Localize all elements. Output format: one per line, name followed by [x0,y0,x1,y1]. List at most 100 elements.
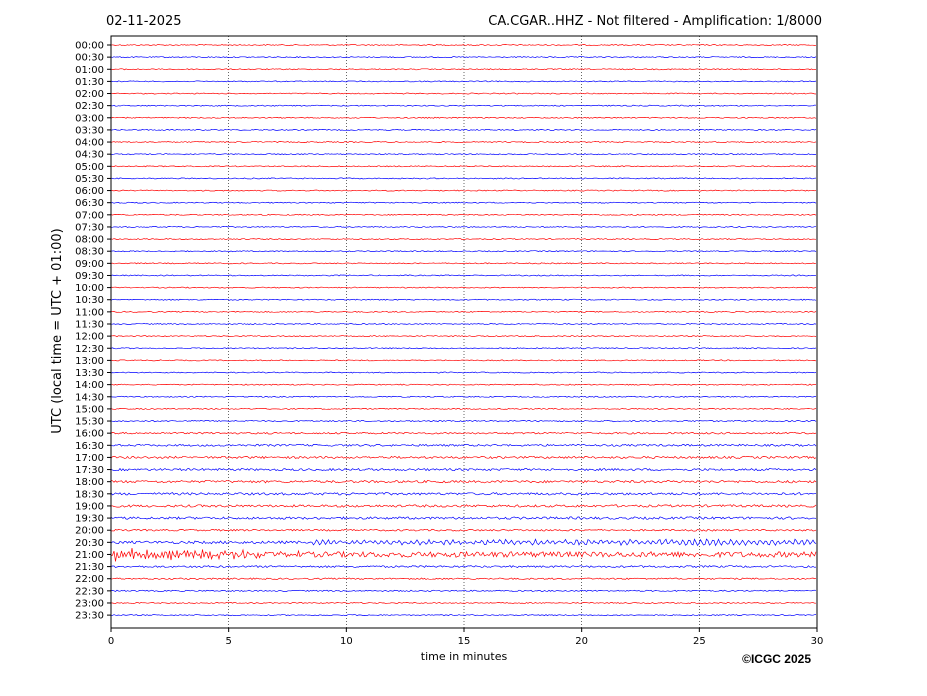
y-tick-label: 08:30 [75,247,104,258]
trace-2200 [110,577,817,580]
trace-1930 [110,516,817,520]
y-tick-label: 20:00 [75,526,104,537]
x-axis-label: time in minutes [421,650,508,663]
trace-0830 [110,250,817,253]
y-tick-label: 21:30 [75,562,104,573]
trace-group [110,44,817,617]
trace-2330 [110,614,817,617]
y-tick-label: 09:30 [75,271,104,282]
y-tick-labels: 00:0000:3001:0001:3002:0002:3003:0003:30… [75,41,111,622]
y-tick-label: 15:00 [75,404,104,415]
trace-2300 [110,602,817,604]
x-tick-label: 10 [340,636,353,647]
y-tick-label: 11:00 [75,307,104,318]
y-tick-label: 00:30 [75,53,104,64]
vertical-grid [228,36,700,628]
trace-1800 [110,479,817,484]
x-tick-label: 0 [108,636,114,647]
trace-1030 [110,298,817,301]
x-tick-label: 5 [225,636,231,647]
trace-1000 [110,286,817,289]
trace-0300 [110,116,817,119]
y-tick-label: 13:30 [75,368,104,379]
trace-0030 [110,56,817,59]
trace-0400 [110,141,817,144]
y-tick-label: 10:00 [75,283,104,294]
y-tick-label: 06:30 [75,198,104,209]
y-tick-label: 23:00 [75,598,104,609]
trace-2230 [110,589,817,592]
trace-2100 [110,548,817,562]
trace-1100 [110,310,817,313]
y-tick-label: 14:00 [75,380,104,391]
y-tick-label: 21:00 [75,550,104,561]
trace-0730 [110,226,816,228]
y-tick-label: 19:00 [75,501,104,512]
trace-1300 [110,359,817,362]
y-tick-label: 18:30 [75,489,104,500]
x-tick-label: 25 [693,636,706,647]
trace-0500 [110,165,817,168]
y-tick-label: 08:00 [75,235,104,246]
y-tick-label: 16:00 [75,429,104,440]
trace-2000 [110,528,817,532]
trace-1400 [110,383,817,386]
trace-1700 [110,455,817,460]
y-tick-label: 09:00 [75,259,104,270]
trace-0200 [110,92,817,95]
y-tick-label: 18:00 [75,477,104,488]
trace-0530 [110,177,817,180]
y-tick-label: 20:30 [75,538,104,549]
trace-0130 [110,80,817,83]
y-tick-label: 00:00 [75,41,104,52]
trace-1730 [110,467,817,472]
trace-0900 [110,262,817,265]
plot-frame [110,35,818,629]
y-tick-label: 12:00 [75,332,104,343]
y-tick-label: 01:30 [75,77,104,88]
y-tick-label: 22:00 [75,574,104,585]
y-tick-label: 17:00 [75,453,104,464]
date-label: 02-11-2025 [106,14,182,29]
x-tick-label: 20 [575,636,588,647]
x-axis: 0 5 10 15 20 25 30 [108,628,824,647]
y-tick-label: 05:30 [75,174,104,185]
trace-1600 [110,431,817,435]
y-tick-label: 04:00 [75,138,104,149]
trace-0330 [110,128,817,131]
y-tick-label: 01:00 [75,65,104,76]
trace-0230 [110,104,817,107]
trace-0000 [110,44,817,46]
y-tick-label: 02:30 [75,101,104,112]
y-tick-label: 05:00 [75,162,104,173]
y-tick-label: 23:30 [75,611,104,622]
trace-1430 [110,395,817,398]
trace-0930 [110,274,817,277]
y-tick-label: 13:00 [75,356,104,367]
y-axis-label: UTC (local time = UTC + 01:00) [50,228,65,433]
trace-1630 [110,443,817,447]
trace-0700 [110,213,817,216]
y-tick-label: 07:00 [75,210,104,221]
y-tick-label: 14:30 [75,392,104,403]
y-tick-label: 06:00 [75,186,104,197]
trace-0100 [110,68,817,71]
x-tick-label: 30 [811,636,824,647]
y-tick-label: 03:00 [75,113,104,124]
y-tick-label: 22:30 [75,586,104,597]
y-tick-label: 17:30 [75,465,104,476]
trace-0430 [110,153,817,156]
y-tick-label: 02:00 [75,89,104,100]
y-tick-label: 16:30 [75,441,104,452]
x-tick-label: 15 [458,636,471,647]
trace-1900 [110,504,817,508]
y-tick-label: 12:30 [75,344,104,355]
trace-0600 [111,189,817,192]
y-tick-label: 15:30 [75,417,104,428]
trace-1230 [110,347,817,350]
trace-1500 [110,407,817,410]
trace-1330 [110,371,817,374]
trace-1130 [110,322,817,325]
trace-1200 [110,335,817,338]
